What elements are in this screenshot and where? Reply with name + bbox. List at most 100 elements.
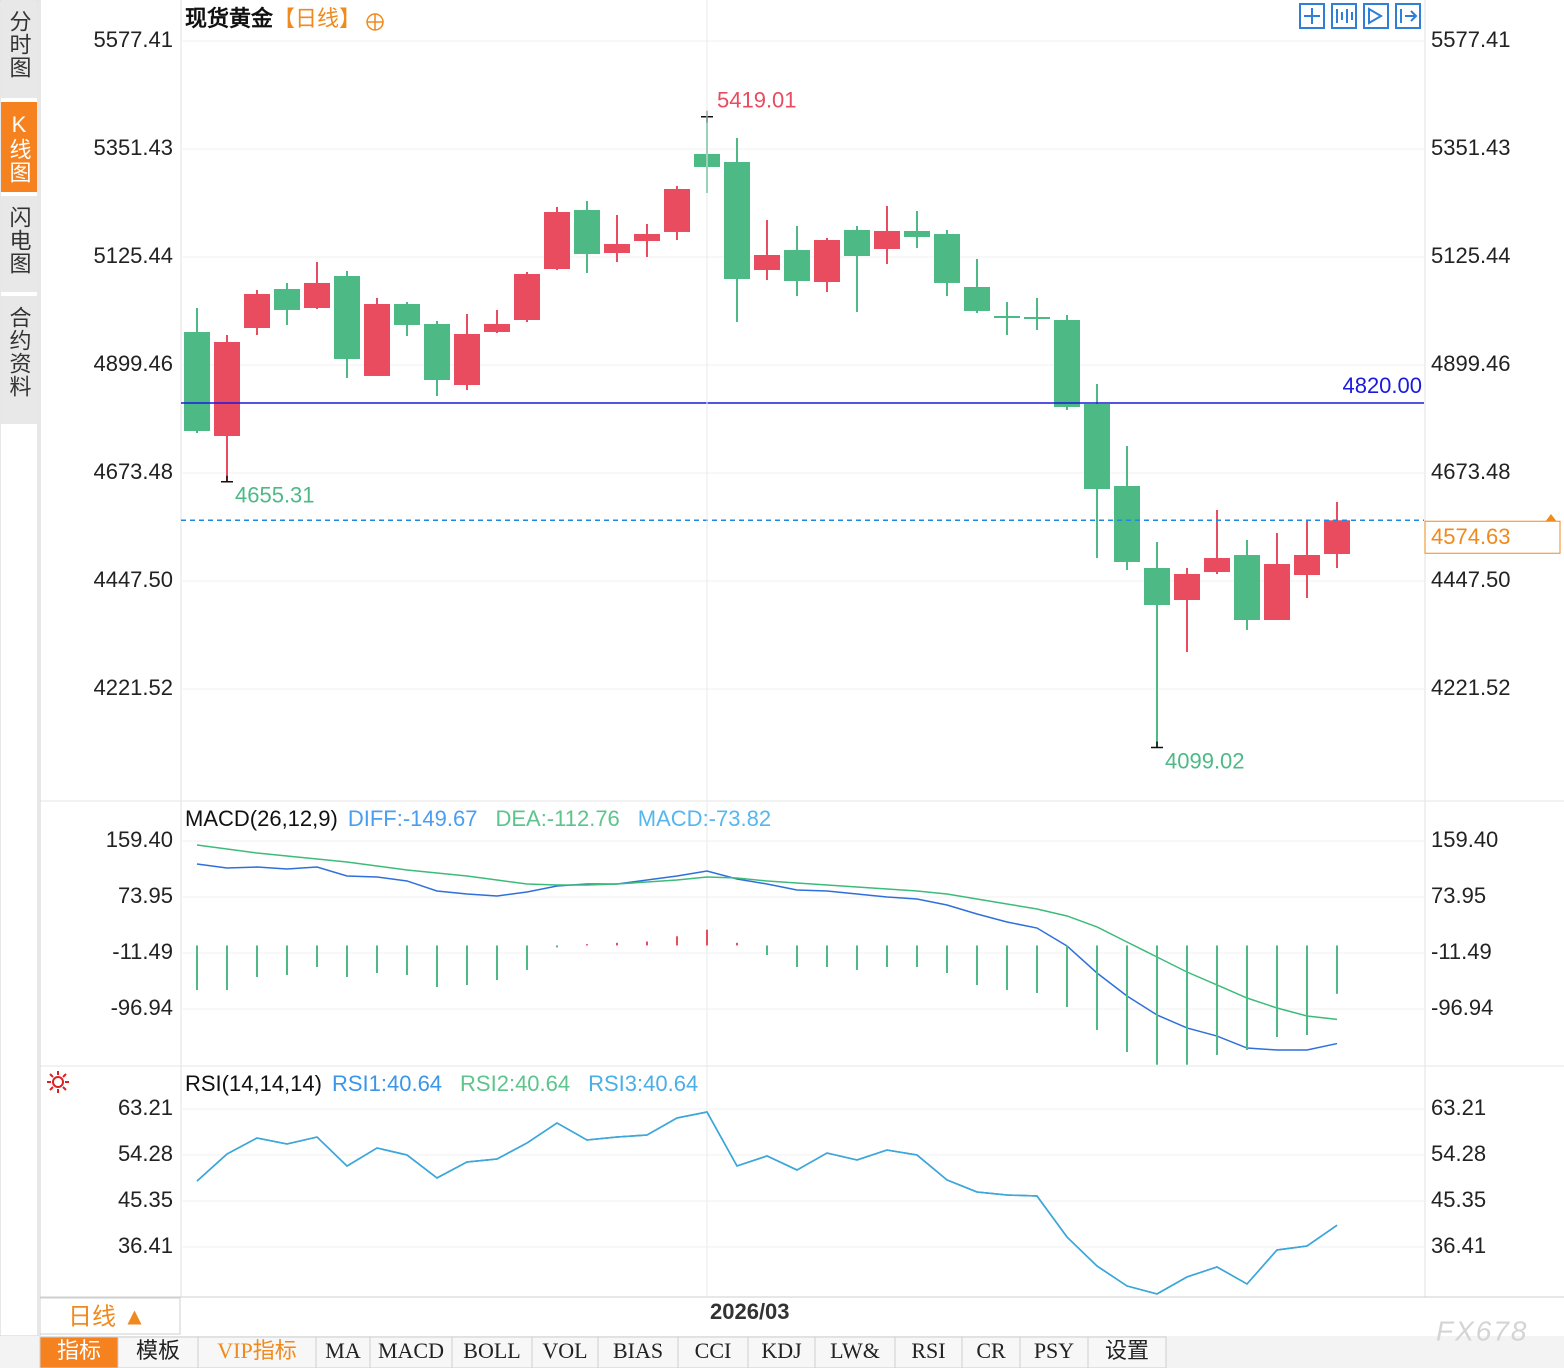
timeframe-label[interactable]: 日线 ▲	[68, 1303, 146, 1330]
low-label: 4655.31	[235, 483, 315, 508]
indicator-tab[interactable]	[531, 1336, 599, 1368]
y-tick-label: 5351.43	[93, 135, 173, 160]
candle-body	[874, 230, 900, 249]
candle-body	[544, 211, 570, 270]
sidebar-tab[interactable]	[1, 102, 37, 192]
legend-entry: RSI2:40.64	[460, 1071, 570, 1096]
indicator-tab-label[interactable]: KDJ	[761, 1338, 802, 1363]
y-tick-label: 36.41	[118, 1233, 173, 1258]
indicator-tab-label[interactable]: CCI	[695, 1338, 732, 1363]
indicator-tab[interactable]	[315, 1336, 371, 1368]
panel-title: RSI(14,14,14)	[185, 1071, 322, 1096]
toolbar-icon[interactable]	[1363, 3, 1389, 29]
extreme-marker	[1151, 741, 1163, 749]
toolbar	[1299, 3, 1421, 29]
toolbar-icon[interactable]	[1299, 3, 1325, 29]
candle-body	[214, 341, 240, 437]
indicator-tab-label[interactable]: 指标	[57, 1338, 101, 1363]
candle-body	[994, 315, 1020, 318]
candle-body	[514, 273, 540, 321]
toolbar-icon-glyph	[1400, 9, 1418, 23]
timeframe-box[interactable]	[39, 1297, 181, 1335]
y-tick-label-right: 4673.48	[1431, 459, 1511, 484]
y-tick-label: -11.49	[112, 939, 173, 964]
indicator-tab[interactable]	[894, 1336, 963, 1368]
watermark: FX678	[1436, 1315, 1529, 1346]
toolbar-icon[interactable]	[1395, 3, 1421, 29]
series-line	[196, 863, 1338, 1051]
candle-body	[904, 230, 930, 237]
y-tick-label-right: 4899.46	[1431, 351, 1511, 376]
indicator-tab[interactable]	[39, 1336, 119, 1368]
legend-entry: MACD:-73.82	[638, 806, 771, 831]
sidebar-tab[interactable]	[1, 0, 37, 98]
low-label: 4099.02	[1165, 748, 1245, 773]
sidebar-tab[interactable]	[1, 296, 37, 424]
candle-body	[814, 240, 840, 283]
indicator-tab[interactable]	[117, 1336, 199, 1368]
candle-body	[1324, 520, 1350, 555]
candle-body	[1204, 558, 1230, 573]
candle-body	[1294, 555, 1320, 575]
candle-body	[304, 282, 330, 309]
y-tick-label-right: 5125.44	[1431, 243, 1511, 268]
indicator-tab[interactable]	[747, 1336, 816, 1368]
indicator-tab-label[interactable]: LW&	[830, 1338, 880, 1363]
candle-body	[274, 288, 300, 310]
indicator-tab-label[interactable]: MA	[325, 1338, 361, 1363]
indicator-tab-label[interactable]: VIP指标	[217, 1338, 296, 1363]
toolbar-icon-glyph	[1336, 9, 1353, 23]
indicator-tab[interactable]	[197, 1336, 317, 1368]
sidebar-tab-label[interactable]: 分时图	[7, 10, 32, 79]
indicator-tab[interactable]	[1087, 1336, 1167, 1368]
high-label: 5419.01	[717, 88, 797, 113]
indicator-tab-label[interactable]: 设置	[1105, 1338, 1149, 1363]
sidebar-tab-label[interactable]: 闪电图	[7, 206, 32, 275]
toolbar-icon[interactable]	[1331, 3, 1357, 29]
legend-entry: RSI1:40.64	[332, 1071, 442, 1096]
indicator-tab[interactable]	[677, 1336, 749, 1368]
indicator-tab-label[interactable]: MACD	[378, 1338, 444, 1363]
candle-body	[1054, 320, 1080, 407]
legend-entry: DIFF:-149.67	[348, 806, 478, 831]
candle-body	[574, 209, 600, 255]
y-tick-label: 54.28	[118, 1141, 173, 1166]
indicator-tab-label[interactable]: RSI	[911, 1338, 945, 1363]
y-tick-label: 63.21	[118, 1095, 173, 1120]
legend-entry: RSI3:40.64	[588, 1071, 698, 1096]
y-tick-label-right: 5577.41	[1431, 27, 1511, 52]
sidebar-tab-label[interactable]: 合约资料	[7, 306, 32, 398]
sidebar-tab[interactable]	[1, 196, 37, 292]
y-tick-label: 4447.50	[93, 567, 173, 592]
candle-body	[1234, 555, 1260, 621]
indicator-tab-label[interactable]: VOL	[542, 1338, 587, 1363]
indicator-settings-icon[interactable]	[47, 1071, 69, 1093]
sidebar-tab-label[interactable]: K线图	[7, 112, 32, 184]
y-tick-label: -96.94	[111, 995, 173, 1020]
y-tick-label: 73.95	[118, 883, 173, 908]
candle-body	[454, 334, 480, 386]
candle-body	[1084, 403, 1110, 490]
y-tick-label-right: -11.49	[1431, 939, 1492, 964]
y-tick-label-right: 63.21	[1431, 1095, 1486, 1120]
candle-body	[784, 249, 810, 282]
indicator-tab-label[interactable]: BOLL	[463, 1338, 520, 1363]
candle-body	[424, 323, 450, 380]
candle-body	[1024, 316, 1050, 319]
last-price-label: 4574.63	[1431, 524, 1511, 549]
indicator-tab-label[interactable]: CR	[976, 1338, 1006, 1363]
candle-body	[184, 332, 210, 431]
panel-subtitle: 【日线】	[273, 6, 361, 31]
candle-body	[934, 233, 960, 283]
indicator-tab-label[interactable]: BIAS	[613, 1338, 663, 1363]
indicator-tab[interactable]	[369, 1336, 453, 1368]
indicator-tab[interactable]	[814, 1336, 896, 1368]
indicator-tab-label[interactable]: PSY	[1034, 1338, 1074, 1363]
indicator-tab[interactable]	[597, 1336, 679, 1368]
y-tick-label: 5577.41	[93, 27, 173, 52]
price-level-label: 4820.00	[1342, 373, 1422, 398]
y-tick-label-right: 159.40	[1431, 827, 1498, 852]
add-icon-glyph	[367, 14, 384, 30]
indicator-tab-label[interactable]: 模板	[136, 1338, 180, 1363]
